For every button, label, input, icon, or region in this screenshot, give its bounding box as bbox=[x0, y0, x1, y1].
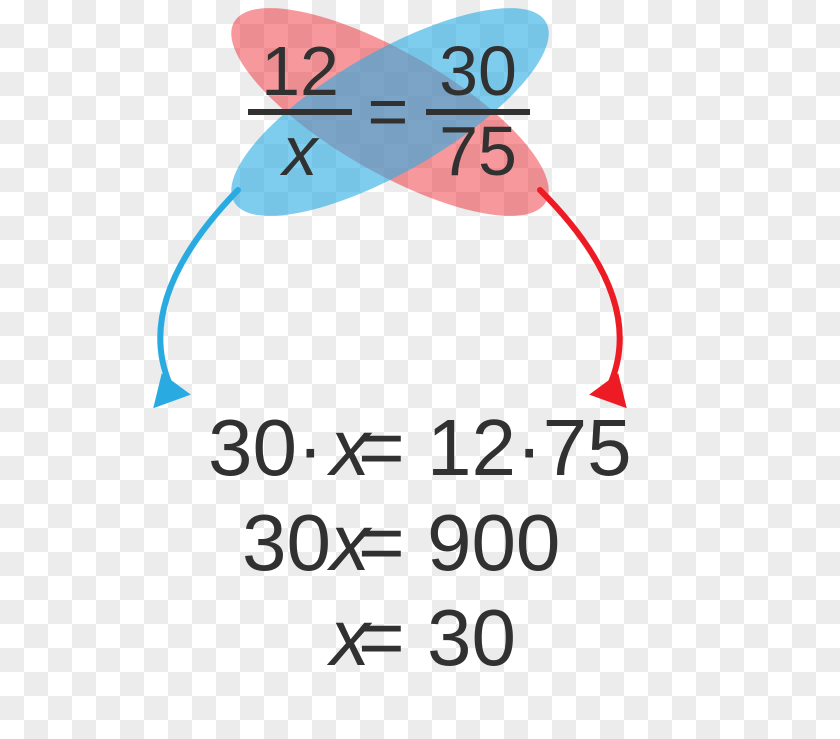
equals-sign: = bbox=[368, 72, 409, 150]
arrow-blue bbox=[143, 190, 238, 408]
numerator-left: 12 bbox=[261, 32, 339, 110]
solution-steps: 30· x = 12·75 30 x = 900 x = 30 bbox=[208, 403, 632, 682]
step2-part3: = 900 bbox=[358, 498, 560, 587]
transparency-background: 12 x = 30 75 30· x = 12·75 30 x = 900 bbox=[0, 0, 840, 739]
step2-part1: 30 bbox=[242, 498, 331, 587]
diagram-svg: 12 x = 30 75 30· x = 12·75 30 x = 900 bbox=[0, 0, 840, 739]
step3-part2: = 30 bbox=[358, 593, 516, 682]
denominator-right: 75 bbox=[439, 112, 517, 190]
denominator-left: x bbox=[280, 112, 321, 190]
numerator-right: 30 bbox=[439, 32, 517, 110]
step1-part1: 30· bbox=[208, 403, 324, 492]
step1-part3: = 12·75 bbox=[358, 403, 632, 492]
arrow-red bbox=[540, 190, 637, 408]
